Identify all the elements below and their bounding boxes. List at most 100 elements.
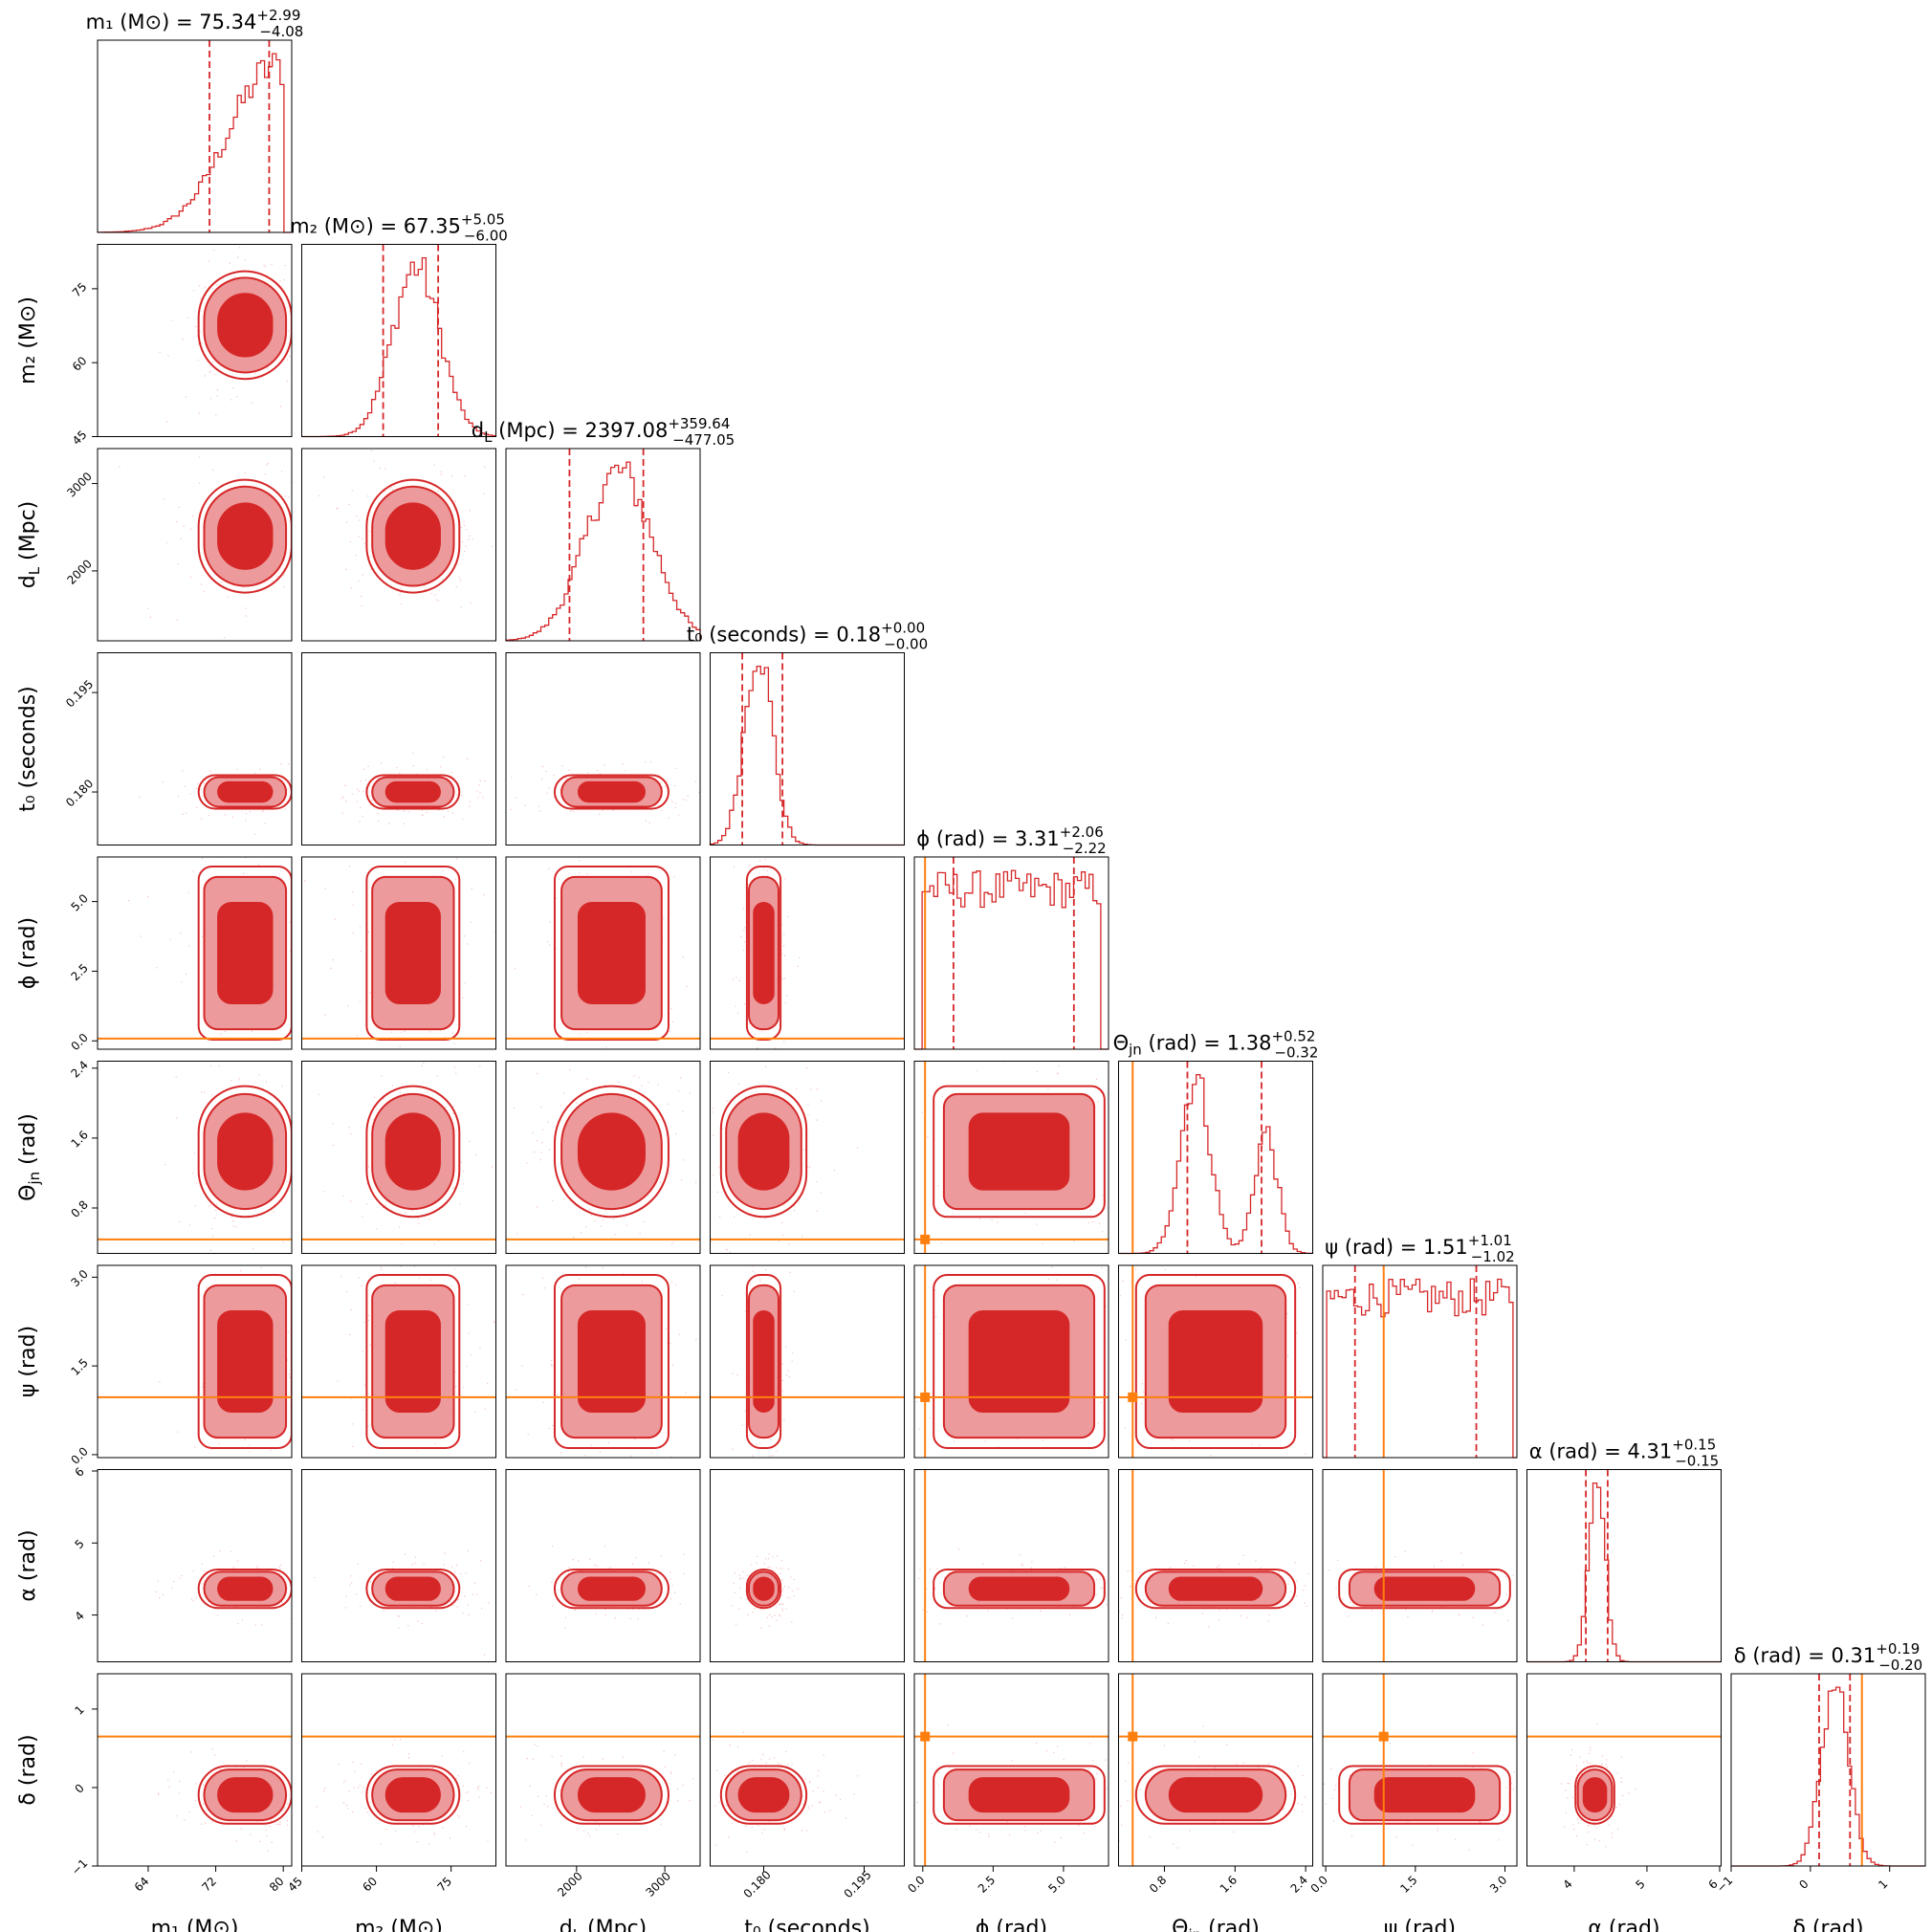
panel-m2-dL xyxy=(301,448,496,642)
panel-dL-psi xyxy=(505,1264,701,1459)
x-axis-label-m1: m₁ (M⊙) xyxy=(151,1917,239,1932)
truth-marker xyxy=(920,1234,931,1244)
contour-inner xyxy=(1373,1576,1476,1601)
contour-inner xyxy=(384,780,441,803)
contour-inner xyxy=(753,1576,775,1601)
panel-phi-alpha xyxy=(913,1469,1109,1662)
frame xyxy=(710,1673,905,1867)
marginal-t0: t₀ (seconds) = 0.18+0.00 −0.00 xyxy=(687,620,928,846)
panel-dL-t0 xyxy=(505,652,701,845)
contour-outer xyxy=(745,1274,782,1449)
frame-m2 xyxy=(301,244,496,437)
title-m2: m₂ (M⊙) = 67.35+5.05 −6.00 xyxy=(290,211,508,245)
frame-alpha xyxy=(1526,1469,1722,1662)
frame xyxy=(301,448,496,642)
contour-outer xyxy=(933,1569,1106,1610)
panel-t0-theta xyxy=(710,1061,905,1254)
panel-m1-phi: 0.0 2.5 5.0 xyxy=(68,856,293,1053)
contour-inner xyxy=(1168,1777,1263,1813)
frame-dL xyxy=(505,448,701,642)
contour-outer xyxy=(933,1765,1106,1825)
frame-psi xyxy=(1322,1264,1518,1459)
truth-marker xyxy=(1128,1731,1138,1742)
title-alpha: α (rad) = 4.31+0.15 −0.15 xyxy=(1529,1437,1719,1470)
frame xyxy=(1118,1264,1313,1459)
contour-outer xyxy=(1338,1765,1511,1825)
frame xyxy=(301,652,496,845)
histogram-delta xyxy=(1731,1686,1925,1867)
x-axis-label-theta: Θjn (rad) xyxy=(1172,1917,1260,1932)
x-tick-label: 5 xyxy=(1633,1877,1647,1892)
contour-outer xyxy=(553,774,670,810)
panel-dL-phi xyxy=(505,856,701,1050)
y-tick-label: 0.0 xyxy=(68,1031,90,1053)
y-tick-label: −1 xyxy=(69,1856,90,1877)
x-tick-label: 2000 xyxy=(555,1869,584,1899)
panel-m1-m2: 45 60 75 xyxy=(70,244,293,448)
panel-theta-alpha xyxy=(1118,1469,1313,1662)
contour-inner xyxy=(217,502,274,570)
panel-m1-theta: 0.8 1.6 2.4 xyxy=(68,1058,293,1254)
contour-inner xyxy=(968,1310,1070,1413)
frame xyxy=(710,1469,905,1662)
contour-inner xyxy=(384,1576,441,1601)
marginal-m2: m₂ (M⊙) = 67.35+5.05 −6.00 xyxy=(290,211,508,438)
contour-inner xyxy=(384,1777,441,1813)
contour-inner xyxy=(577,1112,646,1191)
y-tick-label: 1.5 xyxy=(68,1356,90,1378)
contour-inner xyxy=(577,902,646,1004)
frame xyxy=(505,1469,701,1662)
y-axis-label-psi: ψ (rad) xyxy=(16,1326,40,1397)
title-phi: ϕ (rad) = 3.31+2.06 −2.22 xyxy=(916,823,1106,857)
x-tick-label: 64 xyxy=(132,1875,152,1895)
contour-inner xyxy=(577,1576,646,1601)
contour-inner xyxy=(1168,1310,1263,1413)
frame xyxy=(913,1264,1109,1459)
contour-inner xyxy=(1582,1777,1608,1813)
x-tick-label: −1 xyxy=(1714,1874,1735,1895)
x-axis-label-psi: ψ (rad) xyxy=(1384,1917,1456,1932)
frame xyxy=(97,1061,293,1254)
frame xyxy=(301,1673,496,1867)
frame xyxy=(97,856,293,1050)
contour-inner xyxy=(968,1112,1070,1191)
frame xyxy=(1118,1469,1313,1662)
x-tick-label: 1.5 xyxy=(1397,1873,1419,1895)
panel-m2-t0 xyxy=(301,652,496,845)
frame xyxy=(505,856,701,1050)
truth-marker xyxy=(920,1392,931,1402)
contour-inner xyxy=(217,780,274,803)
contour-inner xyxy=(384,1310,441,1413)
x-tick-label: 75 xyxy=(434,1875,454,1895)
truth-marker xyxy=(1378,1731,1389,1742)
frame-phi xyxy=(913,856,1109,1050)
contour-inner xyxy=(384,1112,441,1191)
panel-phi-theta xyxy=(913,1061,1109,1254)
y-tick-label: 0.195 xyxy=(63,677,96,710)
frame xyxy=(913,1673,1109,1867)
y-tick-label: 4 xyxy=(73,1609,87,1623)
marginal-phi: ϕ (rad) = 3.31+2.06 −2.22 xyxy=(913,823,1109,1050)
x-axis-label-m2: m₂ (M⊙) xyxy=(355,1917,443,1932)
panel-m1-delta: −1 0 1 64 72 80 xyxy=(69,1673,293,1895)
panel-psi-alpha xyxy=(1322,1469,1518,1662)
frame xyxy=(710,1061,905,1254)
x-tick-label: 0.8 xyxy=(1147,1873,1169,1895)
contour-inner xyxy=(577,1310,646,1413)
frame xyxy=(710,856,905,1050)
histogram-psi xyxy=(1323,1278,1517,1459)
contour-inner xyxy=(577,780,646,803)
contour-inner xyxy=(753,1310,775,1413)
title-m1: m₁ (M⊙) = 75.34+2.99 −4.08 xyxy=(86,7,304,40)
frame xyxy=(301,1061,496,1254)
contour-outer xyxy=(365,1569,461,1610)
marginal-m1: m₁ (M⊙) = 75.34+2.99 −4.08 xyxy=(86,7,304,233)
frame xyxy=(710,1264,905,1459)
x-tick-label: 72 xyxy=(199,1875,219,1895)
contour-outer xyxy=(365,1765,461,1825)
panel-psi-delta: 0.0 1.5 3.0 xyxy=(1308,1673,1518,1896)
frame xyxy=(505,1673,701,1867)
x-tick-label: 1 xyxy=(1876,1877,1890,1892)
